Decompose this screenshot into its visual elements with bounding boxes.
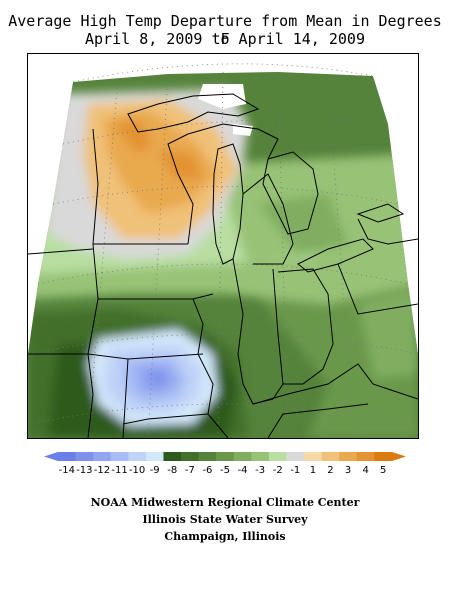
legend-swatch: [339, 452, 358, 461]
legend-swatch: [110, 452, 129, 461]
legend-swatch: [304, 452, 323, 461]
legend-swatch: [128, 452, 147, 461]
legend-tick-label: -11: [111, 465, 127, 476]
legend-tick-label: 2: [327, 465, 333, 476]
legend-tick-label: -9: [150, 465, 160, 476]
legend-swatch: [75, 452, 94, 461]
legend-tick-label: -12: [94, 465, 110, 476]
legend-arrow-high: [392, 452, 406, 461]
legend-tick-label: 3: [345, 465, 351, 476]
legend-swatch: [93, 452, 112, 461]
legend-tick-label: -8: [167, 465, 177, 476]
legend-swatch: [251, 452, 270, 461]
graticule: [28, 63, 418, 438]
legend-tick-label: -14: [59, 465, 75, 476]
map-graphic: [28, 63, 418, 438]
map-date-range: April 8, 2009 to April 14, 2009: [85, 30, 365, 48]
legend-tick-label: 1: [310, 465, 316, 476]
legend-tick-label: -3: [255, 465, 265, 476]
temperature-departure-map: [27, 53, 419, 439]
data-field: [28, 72, 418, 438]
legend-tick-label: -1: [290, 465, 300, 476]
legend-swatch: [268, 452, 288, 461]
credit-line-1: NOAA Midwestern Regional Climate Center: [90, 496, 360, 509]
legend-swatch: [216, 452, 235, 461]
legend-tick-label: -7: [185, 465, 195, 476]
legend-graphic: -14 -13 -12 -11 -10 -9 -8 -7 -6 -5 -4 -3 -2 -1 1 2 3 4 5: [44, 452, 406, 476]
color-legend: -14 -13 -12 -11 -10 -9 -8 -7 -6 -5 -4 -3 -2 -1 1 2 3 4 5: [0, 446, 450, 486]
legend-swatch: [233, 452, 252, 461]
legend-swatch: [286, 452, 305, 461]
legend-swatch: [145, 452, 164, 461]
legend-swatch: [163, 452, 182, 461]
legend-tick-label: -6: [202, 465, 212, 476]
credit-line-2: Illinois State Water Survey: [142, 513, 308, 526]
legend-swatch: [198, 452, 217, 461]
legend-tick-label: -13: [76, 465, 92, 476]
legend-swatch: [356, 452, 375, 461]
legend-tick-label: -4: [238, 465, 248, 476]
legend-swatch: [58, 452, 77, 461]
state-boundaries: [28, 93, 418, 438]
legend-tick-label: 4: [362, 465, 368, 476]
legend-swatch: [374, 452, 393, 461]
legend-swatch: [321, 452, 340, 461]
map-title: Average High Temp Departure from Mean in…: [8, 12, 442, 48]
legend-swatch: [181, 452, 200, 461]
legend-tick-label: 5: [380, 465, 386, 476]
credit-line-3: Champaign, Illinois: [164, 530, 286, 543]
legend-tick-label: -5: [220, 465, 230, 476]
legend-tick-label: -2: [273, 465, 283, 476]
legend-arrow-low: [44, 452, 58, 461]
legend-tick-label: -10: [129, 465, 145, 476]
